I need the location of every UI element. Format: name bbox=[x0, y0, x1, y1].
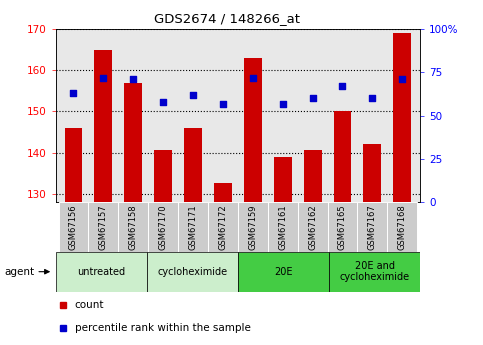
Bar bbox=[238, 252, 329, 292]
Point bbox=[398, 77, 406, 82]
Point bbox=[99, 75, 107, 80]
Bar bbox=[393, 33, 411, 202]
Bar bbox=[56, 252, 147, 292]
Bar bbox=[268, 202, 298, 252]
Point bbox=[249, 75, 256, 80]
Bar bbox=[65, 128, 83, 202]
Bar bbox=[147, 252, 238, 292]
Point bbox=[279, 101, 286, 106]
Text: GDS2674 / 148266_at: GDS2674 / 148266_at bbox=[154, 12, 300, 25]
Text: 20E: 20E bbox=[274, 267, 293, 277]
Bar bbox=[58, 202, 88, 252]
Bar bbox=[94, 50, 113, 202]
Text: GSM67170: GSM67170 bbox=[158, 204, 168, 250]
Bar bbox=[214, 183, 232, 202]
Text: percentile rank within the sample: percentile rank within the sample bbox=[75, 324, 251, 333]
Point bbox=[309, 96, 316, 101]
Text: GSM67165: GSM67165 bbox=[338, 204, 347, 250]
Bar bbox=[363, 144, 382, 202]
Bar bbox=[154, 150, 172, 202]
Bar bbox=[208, 202, 238, 252]
Text: 20E and
cycloheximide: 20E and cycloheximide bbox=[340, 261, 410, 283]
Bar bbox=[357, 202, 387, 252]
Text: GSM67171: GSM67171 bbox=[188, 204, 198, 250]
Bar bbox=[238, 202, 268, 252]
Bar bbox=[327, 202, 357, 252]
Text: GSM67159: GSM67159 bbox=[248, 204, 257, 249]
Bar bbox=[118, 202, 148, 252]
Text: GSM67168: GSM67168 bbox=[398, 204, 407, 250]
Text: GSM67172: GSM67172 bbox=[218, 204, 227, 250]
Text: GSM67157: GSM67157 bbox=[99, 204, 108, 250]
Point bbox=[159, 99, 167, 105]
Bar bbox=[88, 202, 118, 252]
Text: GSM67161: GSM67161 bbox=[278, 204, 287, 250]
Bar bbox=[244, 58, 262, 202]
Point bbox=[369, 96, 376, 101]
Text: cycloheximide: cycloheximide bbox=[157, 267, 227, 277]
Text: GSM67158: GSM67158 bbox=[129, 204, 138, 250]
Text: agent: agent bbox=[5, 267, 35, 277]
Bar bbox=[148, 202, 178, 252]
Text: GSM67156: GSM67156 bbox=[69, 204, 78, 250]
Text: GSM67162: GSM67162 bbox=[308, 204, 317, 250]
Bar bbox=[334, 111, 352, 202]
Text: untreated: untreated bbox=[77, 267, 125, 277]
Point bbox=[219, 101, 227, 106]
Point bbox=[70, 90, 77, 96]
Text: GSM67167: GSM67167 bbox=[368, 204, 377, 250]
Point bbox=[189, 92, 197, 98]
Bar bbox=[329, 252, 420, 292]
Text: count: count bbox=[75, 300, 104, 310]
Point bbox=[339, 83, 346, 89]
Bar bbox=[387, 202, 417, 252]
Bar bbox=[298, 202, 327, 252]
Point bbox=[129, 77, 137, 82]
Bar bbox=[184, 128, 202, 202]
Bar bbox=[304, 150, 322, 202]
Bar bbox=[124, 83, 142, 202]
Bar bbox=[178, 202, 208, 252]
Bar bbox=[274, 157, 292, 202]
